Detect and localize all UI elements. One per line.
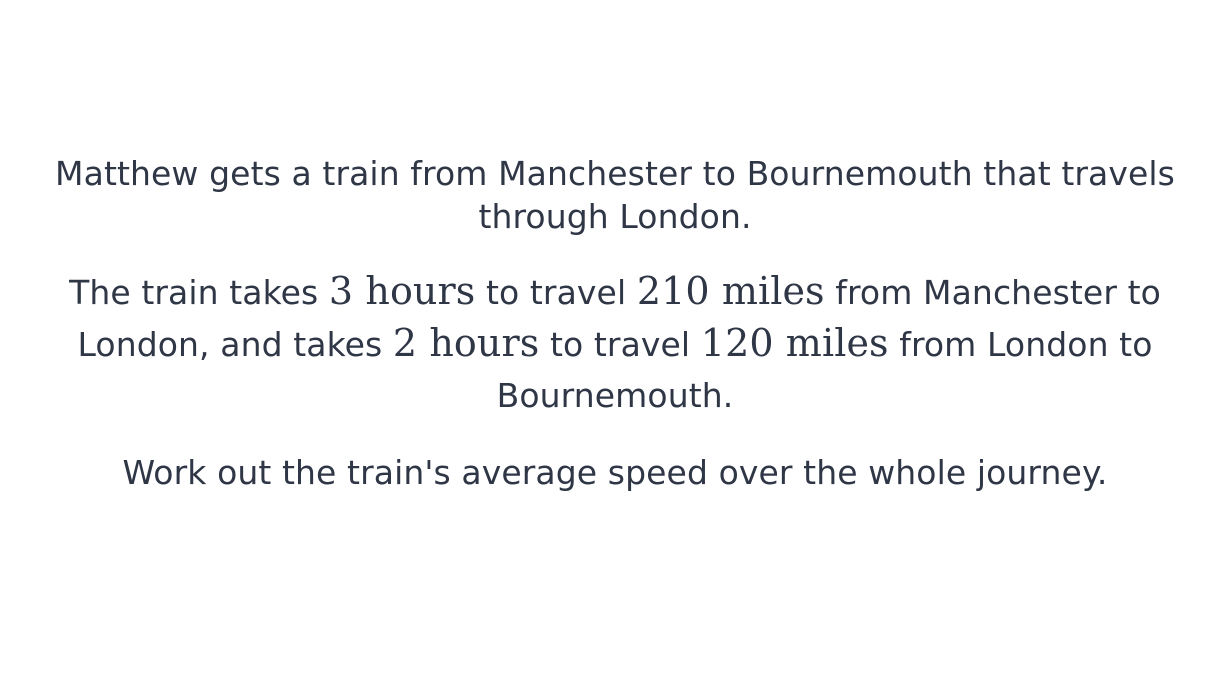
question-text: Matthew gets a train from Manchester to … bbox=[40, 152, 1190, 494]
journey-text-2: to travel bbox=[475, 273, 637, 312]
distance-leg-2: 120 miles bbox=[700, 321, 889, 365]
paragraph-task: Work out the train's average speed over … bbox=[122, 453, 1108, 492]
time-leg-1: 3 hours bbox=[328, 269, 476, 313]
journey-text-3: from Manchester to London, and takes bbox=[77, 273, 1161, 364]
time-leg-2: 2 hours bbox=[392, 321, 540, 365]
paragraph-journey-details: The train takes 3 hours to travel 210 mi… bbox=[40, 266, 1190, 421]
paragraph-intro: Matthew gets a train from Manchester to … bbox=[55, 154, 1175, 236]
journey-text-5: from London to Bournemouth. bbox=[496, 325, 1153, 415]
journey-text-1: The train takes bbox=[69, 273, 329, 312]
journey-text-4: to travel bbox=[539, 325, 701, 364]
distance-leg-1: 210 miles bbox=[636, 269, 825, 313]
